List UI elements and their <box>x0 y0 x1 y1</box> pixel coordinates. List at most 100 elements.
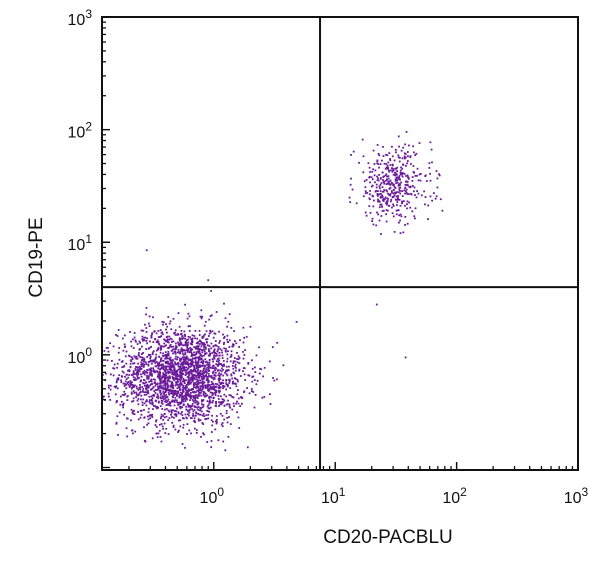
event-dot <box>159 349 162 351</box>
event-dot <box>229 356 232 358</box>
event-dot <box>202 336 205 338</box>
event-dot <box>164 388 167 391</box>
event-dot <box>174 384 177 387</box>
event-dot <box>116 378 119 381</box>
event-dot <box>364 192 367 195</box>
event-dot <box>205 414 208 417</box>
event-dot <box>361 138 364 141</box>
event-dot <box>234 365 236 368</box>
event-dot <box>403 152 406 155</box>
event-dot <box>411 176 414 178</box>
event-dot <box>377 198 379 201</box>
event-dot <box>181 384 183 386</box>
event-dot <box>146 377 149 380</box>
event-dot <box>174 331 177 334</box>
event-dot <box>219 382 222 385</box>
event-dot <box>180 397 183 399</box>
event-dot <box>151 413 153 416</box>
event-dot <box>156 396 158 399</box>
event-dot <box>228 339 231 342</box>
event-dot <box>150 388 153 391</box>
event-dot <box>391 212 394 215</box>
event-dot <box>178 342 181 345</box>
event-dot <box>214 351 217 354</box>
event-dot <box>185 358 188 361</box>
event-dot <box>170 386 173 388</box>
event-dot <box>215 415 218 417</box>
event-dot <box>226 374 229 377</box>
event-dot <box>196 403 199 406</box>
event-dot <box>434 197 437 200</box>
event-dot <box>412 185 414 187</box>
event-dot <box>409 185 412 188</box>
event-dot <box>134 356 137 359</box>
event-dot <box>226 385 229 388</box>
event-dot <box>405 164 407 167</box>
event-dot <box>165 382 168 385</box>
event-dot <box>211 424 214 427</box>
event-dot <box>185 405 187 408</box>
event-dot <box>158 389 161 392</box>
event-dot <box>376 195 379 197</box>
event-dot <box>222 343 225 345</box>
event-dot <box>172 373 175 375</box>
event-dot <box>371 184 374 187</box>
event-dot <box>116 366 118 369</box>
event-dot <box>234 360 237 363</box>
event-dot <box>191 408 193 411</box>
event-dot <box>140 375 143 378</box>
event-dot <box>202 423 205 425</box>
event-dot <box>131 400 133 403</box>
event-dot <box>195 411 197 414</box>
event-dot <box>107 386 110 389</box>
event-dot <box>146 356 149 358</box>
event-dot <box>171 373 174 375</box>
event-dot <box>167 365 169 368</box>
event-dot <box>397 178 400 180</box>
event-dot <box>406 174 409 177</box>
event-dot <box>403 173 406 175</box>
event-dot <box>155 361 158 363</box>
event-dot <box>163 369 166 372</box>
event-dot <box>170 410 173 413</box>
event-dot <box>170 350 173 352</box>
event-dot <box>160 423 163 425</box>
event-dot <box>169 376 171 379</box>
event-dot <box>237 358 240 361</box>
event-dot <box>187 403 189 406</box>
event-dot <box>228 313 231 316</box>
event-dot <box>232 367 235 370</box>
event-dot <box>219 340 221 342</box>
event-dot <box>159 371 161 374</box>
event-dot <box>180 362 183 364</box>
event-dot <box>138 387 141 389</box>
event-dot <box>190 371 193 373</box>
event-dot <box>145 363 148 365</box>
event-dot <box>194 330 197 332</box>
event-dot <box>213 354 215 357</box>
event-dot <box>377 177 379 180</box>
event-dot <box>369 171 371 173</box>
event-dot <box>221 425 224 428</box>
event-dot <box>237 380 239 383</box>
event-dot <box>133 362 136 365</box>
event-dot <box>177 312 180 314</box>
event-dot <box>406 193 409 195</box>
event-dot <box>195 352 198 354</box>
event-dot <box>188 405 191 408</box>
event-dot <box>183 382 186 384</box>
event-dot <box>184 392 187 394</box>
event-dot <box>247 362 250 365</box>
event-dot <box>121 360 124 362</box>
event-dot <box>219 347 222 350</box>
event-dot <box>214 383 217 385</box>
event-dot <box>178 386 180 389</box>
event-dot <box>122 349 125 352</box>
event-dot <box>225 348 227 350</box>
event-dot <box>380 192 382 195</box>
event-dot <box>203 391 206 394</box>
event-dot <box>170 366 173 369</box>
event-dot <box>130 387 133 390</box>
event-dot <box>163 342 166 345</box>
event-dot <box>199 374 202 376</box>
